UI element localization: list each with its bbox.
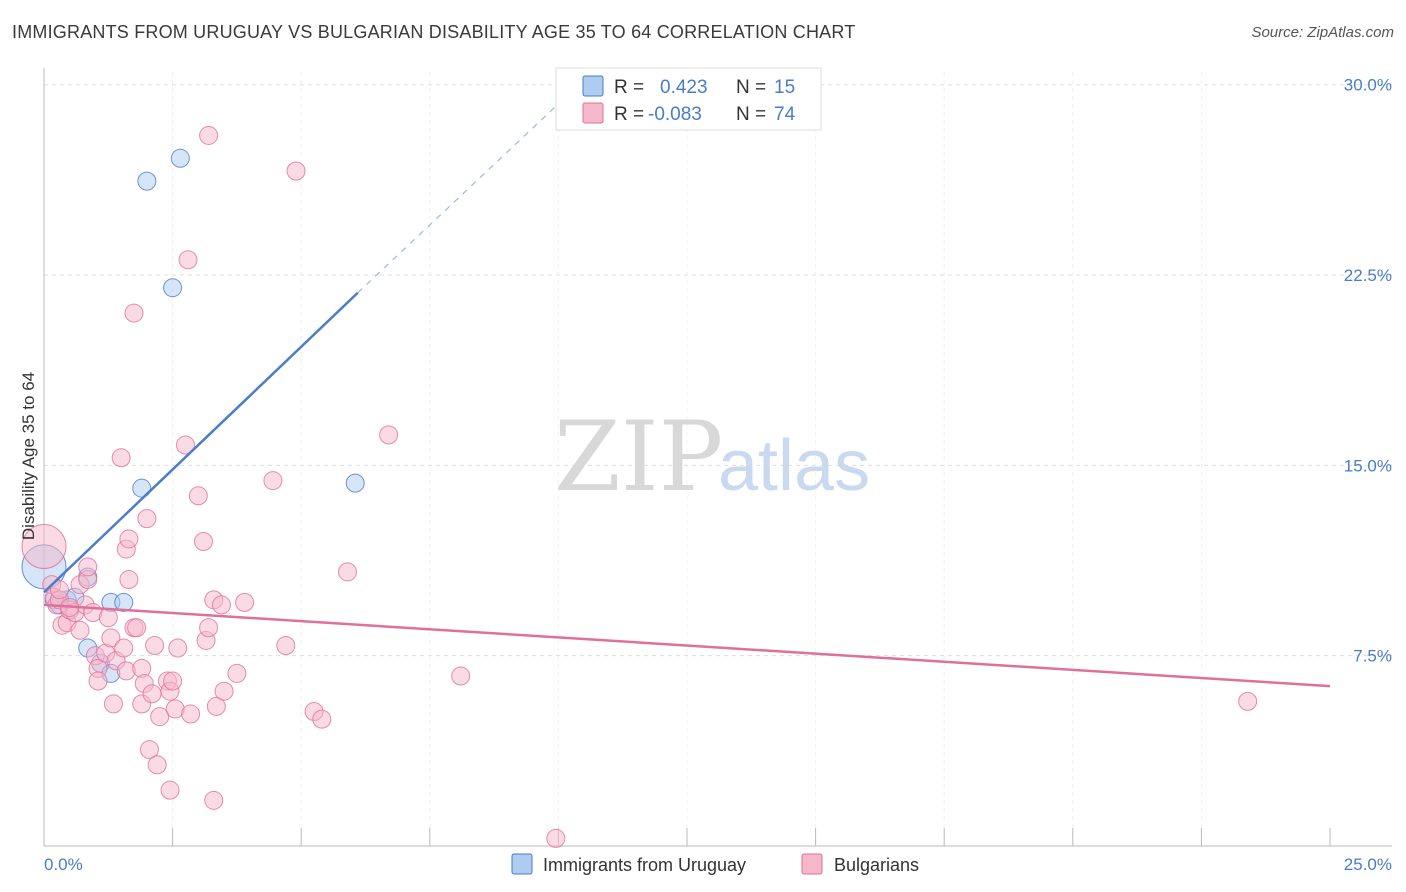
legend-pink-n-label: N =	[736, 104, 766, 125]
pink-point-45	[175, 435, 195, 455]
legend: R = 0.423 N = 15 R = -0.083 N = 74	[555, 67, 822, 131]
bottom-legend: Immigrants from Uruguay Bulgarians	[511, 853, 919, 875]
y-axis-label: Disability Age 35 to 64	[19, 372, 38, 540]
pink-point-73	[1238, 691, 1258, 711]
pink-point-38	[147, 755, 167, 775]
legend-blue-r-value: 0.423	[660, 77, 708, 98]
source-label: Source: ZipAtlas.com	[1251, 24, 1394, 41]
tick-labels: 7.5% 15.0% 22.5% 30.0% 0.0% 25.0%	[44, 76, 1392, 874]
blue-trend-line	[43, 291, 359, 594]
grid	[44, 72, 1392, 846]
watermark: ZIP atlas	[554, 401, 870, 513]
data-points	[21, 125, 1258, 848]
pink-point-61	[312, 709, 332, 729]
pink-point-36	[142, 684, 162, 704]
pink-point-35	[139, 740, 159, 760]
pink-trend-line	[43, 603, 1331, 688]
pink-point-28	[119, 570, 139, 590]
pink-point-44	[168, 638, 188, 658]
pink-point-24	[114, 638, 134, 658]
pink-point-47	[181, 704, 201, 724]
pink-point-42	[163, 671, 183, 691]
pink-point-34	[137, 509, 157, 529]
blue-point-13	[137, 171, 157, 191]
watermark-zip: ZIP	[554, 401, 723, 513]
blue-point-14	[170, 148, 190, 168]
pink-point-46	[178, 250, 198, 270]
pink-point-63	[379, 425, 399, 445]
pink-point-58	[263, 471, 283, 491]
blue-trend-extension	[357, 79, 585, 294]
pink-point-66	[124, 303, 144, 323]
pink-point-55	[214, 681, 234, 701]
pink-point-30	[127, 618, 147, 638]
pink-point-21	[103, 694, 123, 714]
pink-point-48	[188, 486, 208, 506]
y-tick-label-3: 30.0%	[1344, 76, 1392, 95]
pink-point-9	[70, 620, 90, 640]
bottom-legend-pink-swatch	[801, 853, 823, 875]
pink-point-62	[337, 562, 357, 582]
pink-point-17	[88, 671, 108, 691]
legend-pink-n-value: 74	[774, 104, 796, 125]
legend-blue-n-value: 15	[774, 77, 795, 98]
x-tick-label-1: 25.0%	[1344, 855, 1392, 874]
trend-lines	[43, 79, 1331, 688]
bottom-legend-blue-label: Immigrants from Uruguay	[543, 855, 746, 875]
legend-pink-swatch	[582, 102, 604, 124]
blue-point-7	[114, 592, 134, 612]
pink-point-27	[119, 529, 139, 549]
pink-point-64	[451, 666, 471, 686]
chart-title: IMMIGRANTS FROM URUGUAY VS BULGARIAN DIS…	[12, 22, 856, 42]
y-tick-label-0: 7.5%	[1353, 647, 1392, 666]
pink-point-39	[150, 707, 170, 727]
pink-point-54	[211, 595, 231, 615]
pink-point-67	[199, 125, 219, 145]
pink-point-51	[199, 618, 219, 638]
pink-point-69	[160, 780, 180, 800]
pink-point-14	[78, 557, 98, 577]
y-tick-label-1: 15.0%	[1344, 456, 1392, 475]
blue-point-12	[163, 278, 183, 298]
pink-point-0	[21, 524, 67, 570]
y-tick-label-2: 22.5%	[1344, 266, 1392, 285]
pink-point-59	[276, 636, 296, 656]
legend-blue-n-label: N =	[736, 77, 766, 98]
legend-pink-r-label: R =	[614, 104, 644, 125]
pink-point-37	[145, 636, 165, 656]
legend-blue-swatch	[582, 75, 604, 97]
pink-point-71	[49, 580, 69, 600]
x-tick-label-0: 0.0%	[44, 855, 83, 874]
pink-point-65	[546, 828, 566, 848]
watermark-atlas: atlas	[718, 426, 870, 506]
pink-point-70	[204, 790, 224, 810]
pink-point-68	[286, 161, 306, 181]
legend-blue-r-label: R =	[614, 77, 644, 98]
axes	[43, 68, 1392, 847]
blue-point-11	[132, 478, 152, 498]
bottom-legend-blue-swatch	[511, 853, 533, 875]
pink-point-20	[101, 628, 121, 648]
pink-point-49	[193, 531, 213, 551]
pink-point-57	[235, 592, 255, 612]
pink-point-23	[111, 448, 131, 468]
blue-point-15	[345, 473, 365, 493]
pink-point-53	[206, 696, 226, 716]
pink-point-56	[227, 663, 247, 683]
bottom-legend-pink-label: Bulgarians	[834, 855, 919, 875]
pink-point-19	[98, 608, 118, 628]
legend-pink-r-value: -0.083	[648, 104, 702, 125]
